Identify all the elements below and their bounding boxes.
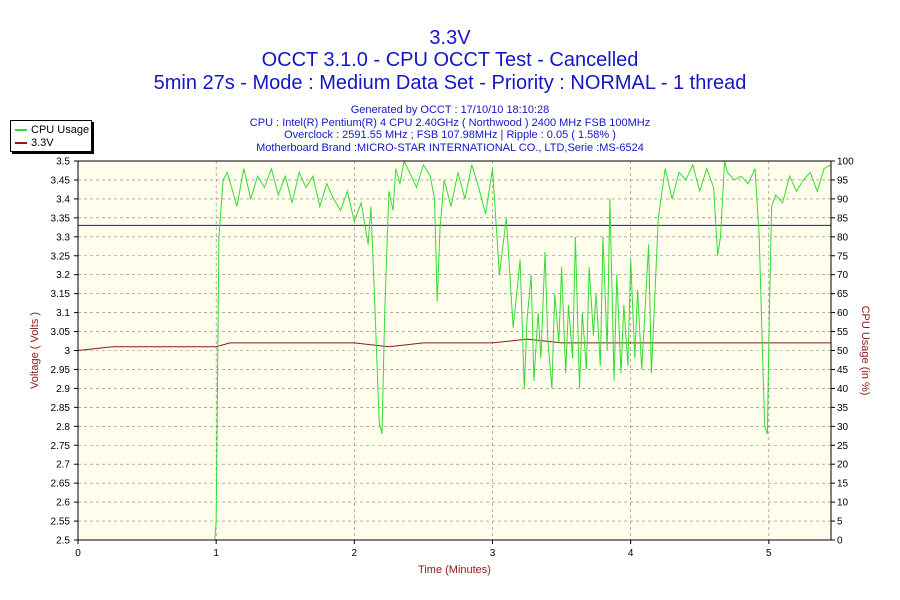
- right-tick-label: 75: [837, 251, 849, 262]
- legend-label-cpu-usage: CPU Usage: [31, 123, 90, 136]
- x-tick-label: 3: [490, 548, 496, 559]
- left-tick-label: 3: [64, 346, 70, 357]
- legend-swatch-cpu-usage: [15, 128, 27, 131]
- right-tick-label: 50: [837, 346, 849, 357]
- plot-area: [78, 161, 831, 540]
- x-axis-label: Time (Minutes): [418, 564, 491, 576]
- right-axis-label: CPU Usage (in %): [859, 306, 871, 396]
- left-tick-label: 3.35: [51, 213, 71, 224]
- right-tick-label: 20: [837, 460, 849, 471]
- left-tick-label: 3.3: [56, 232, 70, 243]
- legend-item-cpu-usage: CPU Usage: [15, 123, 89, 136]
- x-axis-ticks: 0 1 2 3 4 5: [75, 540, 772, 559]
- right-tick-label: 100: [837, 157, 854, 168]
- left-tick-label: 2.7: [56, 460, 70, 471]
- left-tick-label: 2.85: [51, 403, 71, 414]
- series-line-cpu-usage: [78, 159, 832, 541]
- info-cpu: CPU : Intel(R) Pentium(R) 4 CPU 2.40GHz …: [249, 117, 651, 129]
- right-tick-label: 25: [837, 441, 849, 452]
- right-tick-label: 65: [837, 289, 849, 300]
- right-tick-label: 55: [837, 327, 849, 338]
- left-tick-label: 2.65: [51, 479, 71, 490]
- x-tick-label: 0: [75, 548, 81, 559]
- left-tick-label: 2.95: [51, 365, 71, 376]
- x-tick-label: 5: [766, 548, 772, 559]
- left-tick-label: 2.75: [51, 441, 71, 452]
- right-tick-label: 35: [837, 403, 849, 414]
- left-axis-label: Voltage ( Volts ): [29, 312, 41, 389]
- left-tick-label: 3.45: [51, 175, 71, 186]
- right-tick-label: 45: [837, 365, 849, 376]
- x-tick-label: 4: [628, 548, 634, 559]
- right-tick-label: 85: [837, 213, 849, 224]
- left-tick-label: 3.4: [56, 194, 70, 205]
- left-axis-ticks: 2.5 2.55 2.6 2.65 2.7 2.75 2.8 2.85 2.9 2.95 3 3.05…: [51, 157, 78, 547]
- left-tick-label: 2.9: [56, 384, 70, 395]
- right-tick-label: 60: [837, 308, 849, 319]
- legend-label-3-3v: 3.3V: [31, 136, 54, 149]
- left-tick-label: 3.2: [56, 270, 70, 281]
- right-axis-ticks: 0 5 10 15 20 25 30 35 40 45 50 55 60 65 70 75 80 85 90 95 10…: [831, 157, 854, 547]
- left-tick-label: 2.8: [56, 422, 70, 433]
- info-overclock: Overclock : 2591.55 MHz ; FSB 107.98MHz …: [284, 129, 616, 141]
- plot-frame: [77, 160, 832, 541]
- chart-subtitle: OCCT 3.1.0 - CPU OCCT Test - Cancelled: [261, 49, 639, 71]
- legend: CPU Usage 3.3V: [10, 120, 92, 152]
- left-tick-label: 3.05: [51, 327, 71, 338]
- series-line-3-3v: [77, 338, 831, 351]
- right-tick-label: 40: [837, 384, 849, 395]
- chart-subtitle-mode: 5min 27s - Mode : Medium Data Set - Prio…: [153, 72, 747, 94]
- right-tick-label: 70: [837, 270, 849, 281]
- left-tick-label: 2.5: [56, 536, 70, 547]
- right-tick-label: 80: [837, 232, 849, 243]
- left-tick-label: 2.6: [56, 498, 70, 509]
- chart-title: 3.3V: [429, 27, 471, 49]
- right-tick-label: 5: [837, 517, 843, 528]
- x-tick-label: 2: [352, 548, 358, 559]
- right-tick-label: 10: [837, 498, 849, 509]
- right-tick-label: 15: [837, 479, 849, 490]
- left-tick-label: 3.25: [51, 251, 71, 262]
- info-motherboard: Motherboard Brand :MICRO-STAR INTERNATIO…: [256, 142, 644, 154]
- left-tick-label: 2.55: [51, 517, 71, 528]
- legend-swatch-3-3v: [15, 141, 27, 144]
- left-tick-label: 3.5: [56, 157, 70, 168]
- x-tick-label: 1: [213, 548, 219, 559]
- legend-item-3-3v: 3.3V: [15, 136, 54, 149]
- right-tick-label: 95: [837, 175, 849, 186]
- right-tick-label: 30: [837, 422, 849, 433]
- left-tick-label: 3.1: [56, 308, 70, 319]
- right-tick-label: 90: [837, 194, 849, 205]
- right-tick-label: 0: [837, 536, 843, 547]
- left-tick-label: 3.15: [51, 289, 71, 300]
- info-generated: Generated by OCCT : 17/10/10 18:10:28: [350, 104, 550, 116]
